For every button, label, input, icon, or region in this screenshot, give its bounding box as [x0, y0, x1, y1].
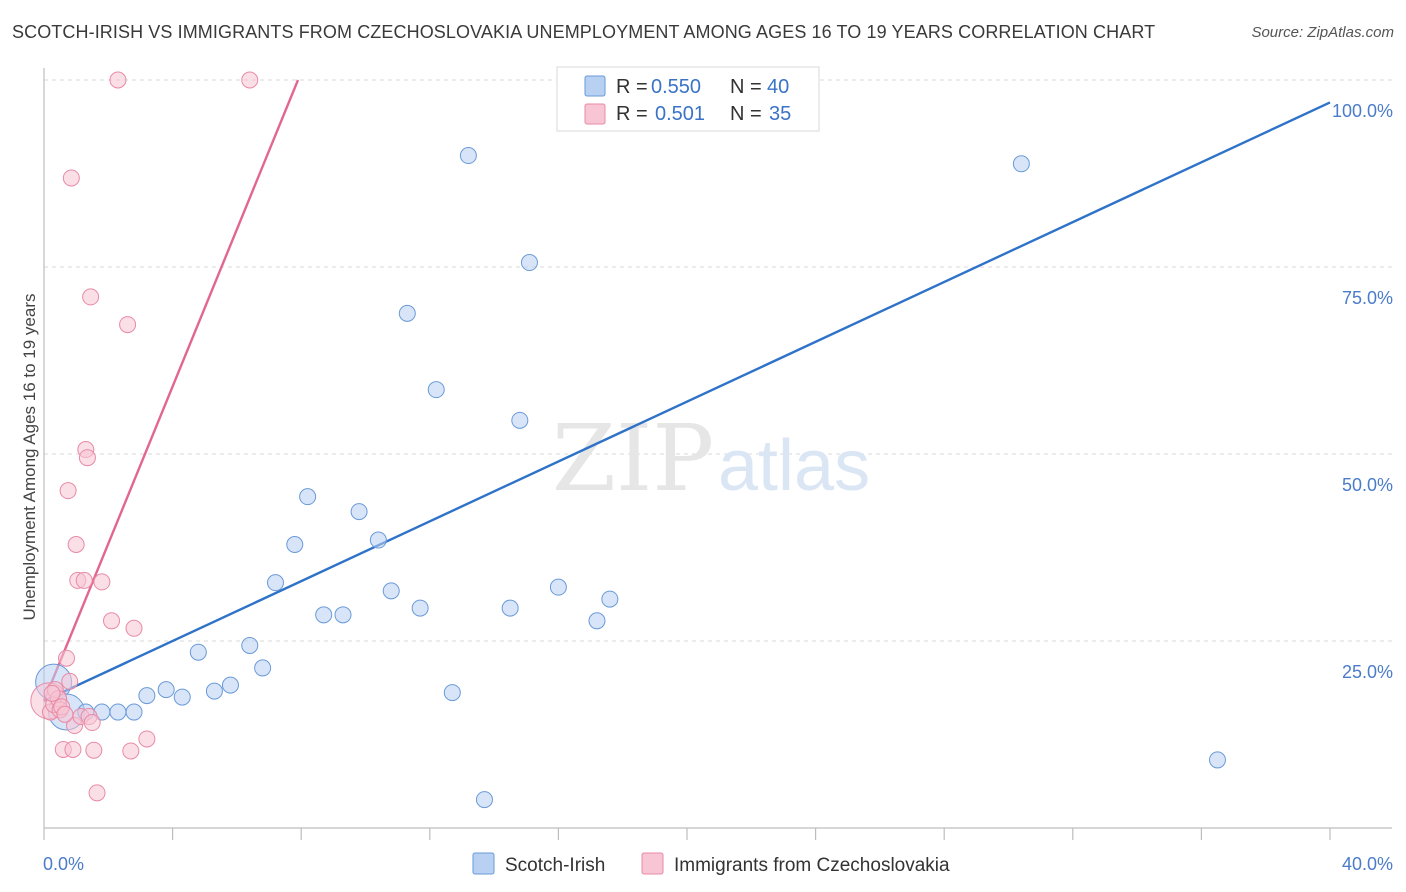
point-scotch-irish — [266, 574, 284, 592]
point-scotch-irish — [109, 703, 127, 721]
point-czech — [83, 714, 101, 732]
correlation-legend: R = 0.550 N = 40 R = 0.501 N = 35 — [556, 66, 820, 132]
point-czech — [138, 730, 156, 748]
legend-n-label: N = — [730, 103, 762, 125]
point-scotch-irish — [459, 147, 477, 165]
legend-r-label: R = — [616, 103, 648, 125]
point-scotch-irish — [443, 684, 461, 702]
point-scotch-irish — [157, 681, 175, 699]
point-czech — [119, 316, 137, 334]
point-scotch-irish — [205, 682, 223, 700]
point-scotch-irish — [520, 254, 538, 272]
point-czech — [59, 482, 77, 500]
point-czech — [75, 571, 93, 589]
point-scotch-irish — [221, 676, 239, 694]
point-czech — [82, 288, 100, 306]
bottom-legend-swatch-czech — [641, 852, 664, 875]
y-tick-label: 25.0% — [1342, 662, 1393, 682]
point-scotch-irish — [411, 599, 429, 617]
legend-n-value: 35 — [769, 103, 791, 125]
point-czech — [67, 536, 85, 554]
point-czech — [241, 71, 259, 89]
tick-labels: 25.0% 50.0% 75.0% 100.0% 0.0% 40.0% — [43, 101, 1393, 874]
point-scotch-irish — [549, 578, 567, 596]
point-czech — [93, 573, 111, 591]
point-czech — [109, 71, 127, 89]
point-scotch-irish — [601, 590, 619, 608]
legend-r-value: 0.550 — [651, 76, 701, 98]
bottom-legend: Scotch-Irish Immigrants from Czechoslova… — [472, 852, 950, 876]
point-czech — [88, 784, 106, 802]
point-czech — [125, 619, 143, 637]
point-czech — [85, 741, 103, 759]
point-scotch-irish — [501, 599, 519, 617]
legend-r-label: R = — [616, 76, 648, 98]
legend-n-label: N = — [730, 76, 762, 98]
point-scotch-irish — [398, 304, 416, 322]
point-scotch-irish — [588, 612, 606, 630]
point-czech — [64, 740, 82, 758]
y-tick-label: 100.0% — [1332, 101, 1393, 121]
point-czech — [122, 742, 140, 760]
point-scotch-irish — [382, 582, 400, 600]
point-scotch-irish — [475, 791, 493, 809]
point-scotch-irish — [173, 688, 191, 706]
trend-lines — [42, 79, 1331, 702]
point-scotch-irish — [369, 531, 387, 549]
point-czech — [61, 672, 79, 690]
point-scotch-irish — [286, 536, 304, 554]
point-czech — [62, 169, 80, 187]
point-czech — [58, 649, 76, 667]
legend-swatch-czech — [584, 103, 606, 125]
source-label: Source: ZipAtlas.com — [1251, 24, 1394, 41]
x-tick-label: 40.0% — [1342, 854, 1393, 874]
point-scotch-irish — [427, 381, 445, 399]
point-scotch-irish — [189, 643, 207, 661]
y-tick-label: 50.0% — [1342, 475, 1393, 495]
gridlines — [44, 79, 1392, 642]
bottom-legend-label-scotch-irish: Scotch-Irish — [505, 855, 605, 876]
watermark-atlas: atlas — [718, 426, 870, 506]
y-tick-label: 75.0% — [1342, 288, 1393, 308]
legend-r-value: 0.501 — [655, 103, 705, 125]
chart-title: SCOTCH-IRISH VS IMMIGRANTS FROM CZECHOSL… — [12, 22, 1156, 42]
point-scotch-irish — [254, 659, 272, 677]
point-scotch-irish — [299, 488, 317, 506]
point-scotch-irish — [350, 503, 368, 521]
point-czech — [78, 449, 96, 467]
point-czech — [56, 705, 74, 723]
point-scotch-irish — [138, 687, 156, 705]
point-czech — [43, 684, 61, 702]
point-scotch-irish — [315, 606, 333, 624]
watermark-zip: ZIP — [552, 405, 714, 512]
point-scotch-irish — [1012, 155, 1030, 173]
point-scotch-irish — [511, 411, 529, 429]
x-tick-label: 0.0% — [43, 854, 84, 874]
legend-n-value: 40 — [767, 76, 789, 98]
point-scotch-irish — [241, 636, 259, 654]
point-scotch-irish — [125, 703, 143, 721]
bottom-legend-swatch-scotch-irish — [472, 852, 495, 875]
y-axis-label: Unemployment Among Ages 16 to 19 years — [20, 294, 39, 621]
trend-line-czech — [42, 79, 300, 702]
point-czech — [103, 612, 121, 630]
point-scotch-irish — [1208, 751, 1226, 769]
bottom-legend-label-czech: Immigrants from Czechoslovakia — [674, 855, 950, 876]
point-scotch-irish — [334, 606, 352, 624]
legend-swatch-scotch-irish — [584, 75, 606, 97]
trend-line-scotch-irish — [43, 101, 1331, 702]
